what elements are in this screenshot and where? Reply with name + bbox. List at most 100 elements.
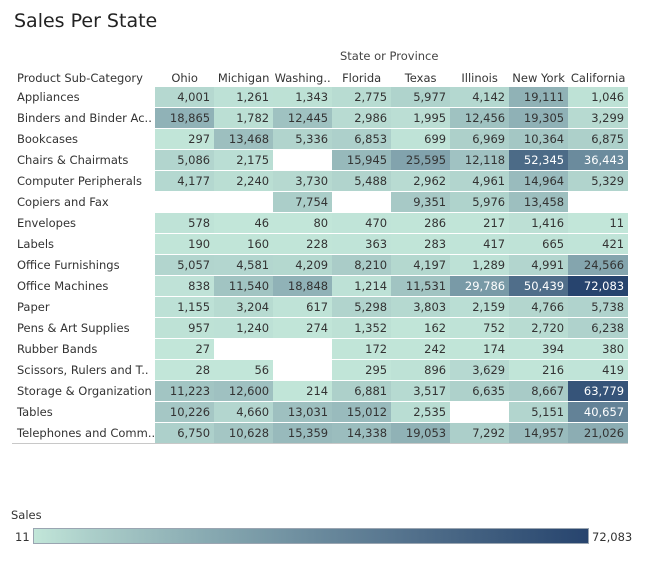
heatmap-cell[interactable]: 665	[509, 233, 569, 255]
heatmap-cell[interactable]: 4,991	[509, 254, 569, 276]
heatmap-cell[interactable]	[332, 191, 392, 213]
heatmap-cell[interactable]: 752	[450, 317, 510, 339]
row-label[interactable]: Pens & Art Supplies	[12, 317, 156, 339]
heatmap-cell[interactable]: 1,343	[273, 87, 333, 108]
heatmap-cell[interactable]: 8,210	[332, 254, 392, 276]
heatmap-cell[interactable]: 50,439	[509, 275, 569, 297]
heatmap-cell[interactable]: 7,292	[450, 422, 510, 444]
heatmap-cell[interactable]: 19,053	[391, 422, 451, 444]
heatmap-cell[interactable]: 217	[450, 212, 510, 234]
row-label[interactable]: Labels	[12, 233, 156, 255]
heatmap-cell[interactable]: 4,660	[214, 401, 274, 423]
heatmap-cell[interactable]: 15,012	[332, 401, 392, 423]
heatmap-cell[interactable]: 13,458	[509, 191, 569, 213]
heatmap-cell[interactable]: 5,488	[332, 170, 392, 192]
heatmap-cell[interactable]: 3,629	[450, 359, 510, 381]
heatmap-cell[interactable]: 2,175	[214, 149, 274, 171]
heatmap-cell[interactable]: 3,299	[568, 107, 629, 129]
heatmap-cell[interactable]: 242	[391, 338, 451, 360]
heatmap-cell[interactable]: 470	[332, 212, 392, 234]
heatmap-cell[interactable]: 15,945	[332, 149, 392, 171]
heatmap-cell[interactable]: 18,865	[155, 107, 215, 129]
row-label[interactable]: Computer Peripherals	[12, 170, 156, 192]
row-label[interactable]: Scissors, Rulers and T..	[12, 359, 156, 381]
heatmap-cell[interactable]: 12,456	[450, 107, 510, 129]
heatmap-cell[interactable]	[155, 191, 215, 213]
heatmap-cell[interactable]: 6,635	[450, 380, 510, 402]
heatmap-cell[interactable]: 1,155	[155, 296, 215, 318]
heatmap-cell[interactable]: 18,848	[273, 275, 333, 297]
row-label[interactable]: Chairs & Chairmats	[12, 149, 156, 171]
heatmap-cell[interactable]: 1,214	[332, 275, 392, 297]
heatmap-cell[interactable]: 25,595	[391, 149, 451, 171]
heatmap-cell[interactable]: 56	[214, 359, 274, 381]
heatmap-cell[interactable]: 24,566	[568, 254, 629, 276]
heatmap-cell[interactable]: 27	[155, 338, 215, 360]
heatmap-cell[interactable]: 172	[332, 338, 392, 360]
heatmap-cell[interactable]: 957	[155, 317, 215, 339]
heatmap-cell[interactable]: 5,976	[450, 191, 510, 213]
heatmap-cell[interactable]: 4,209	[273, 254, 333, 276]
heatmap-cell[interactable]: 3,730	[273, 170, 333, 192]
heatmap-cell[interactable]: 36,443	[568, 149, 629, 171]
heatmap-cell[interactable]: 11,540	[214, 275, 274, 297]
heatmap-cell[interactable]: 1,416	[509, 212, 569, 234]
heatmap-cell[interactable]: 4,766	[509, 296, 569, 318]
heatmap-cell[interactable]: 896	[391, 359, 451, 381]
heatmap-cell[interactable]: 5,336	[273, 128, 333, 150]
heatmap-cell[interactable]	[273, 338, 333, 360]
heatmap-cell[interactable]: 14,338	[332, 422, 392, 444]
row-label[interactable]: Copiers and Fax	[12, 191, 156, 213]
row-label[interactable]: Paper	[12, 296, 156, 318]
heatmap-cell[interactable]: 10,226	[155, 401, 215, 423]
heatmap-cell[interactable]	[450, 401, 510, 423]
row-label[interactable]: Telephones and Comm..	[12, 422, 156, 444]
heatmap-cell[interactable]: 5,151	[509, 401, 569, 423]
heatmap-cell[interactable]: 5,086	[155, 149, 215, 171]
heatmap-cell[interactable]	[214, 338, 274, 360]
heatmap-cell[interactable]: 214	[273, 380, 333, 402]
heatmap-cell[interactable]: 6,853	[332, 128, 392, 150]
heatmap-cell[interactable]: 7,754	[273, 191, 333, 213]
heatmap-cell[interactable]: 283	[391, 233, 451, 255]
heatmap-cell[interactable]: 421	[568, 233, 629, 255]
column-header[interactable]: California	[570, 70, 626, 85]
heatmap-cell[interactable]: 28	[155, 359, 215, 381]
heatmap-cell[interactable]: 11,223	[155, 380, 215, 402]
heatmap-cell[interactable]: 5,298	[332, 296, 392, 318]
heatmap-cell[interactable]: 10,364	[509, 128, 569, 150]
heatmap-cell[interactable]: 12,118	[450, 149, 510, 171]
heatmap-cell[interactable]: 417	[450, 233, 510, 255]
row-header-label[interactable]: Product Sub-Category	[17, 70, 143, 85]
heatmap-cell[interactable]: 190	[155, 233, 215, 255]
heatmap-cell[interactable]: 4,197	[391, 254, 451, 276]
heatmap-cell[interactable]: 40,657	[568, 401, 629, 423]
heatmap-cell[interactable]: 1,240	[214, 317, 274, 339]
heatmap-cell[interactable]: 80	[273, 212, 333, 234]
heatmap-cell[interactable]: 2,962	[391, 170, 451, 192]
heatmap-cell[interactable]: 2,159	[450, 296, 510, 318]
heatmap-cell[interactable]: 19,111	[509, 87, 569, 108]
heatmap-cell[interactable]	[568, 191, 629, 213]
heatmap-cell[interactable]	[273, 359, 333, 381]
heatmap-cell[interactable]: 6,750	[155, 422, 215, 444]
heatmap-cell[interactable]: 52,345	[509, 149, 569, 171]
heatmap-cell[interactable]: 2,986	[332, 107, 392, 129]
heatmap-cell[interactable]: 6,875	[568, 128, 629, 150]
heatmap-cell[interactable]: 838	[155, 275, 215, 297]
heatmap-cell[interactable]: 4,961	[450, 170, 510, 192]
heatmap-cell[interactable]: 13,031	[273, 401, 333, 423]
legend-color-bar[interactable]	[33, 528, 589, 544]
heatmap-cell[interactable]: 46	[214, 212, 274, 234]
heatmap-cell[interactable]: 72,083	[568, 275, 629, 297]
heatmap-cell[interactable]: 5,057	[155, 254, 215, 276]
heatmap-cell[interactable]: 380	[568, 338, 629, 360]
heatmap-cell[interactable]: 5,977	[391, 87, 451, 108]
row-label[interactable]: Bookcases	[12, 128, 156, 150]
heatmap-cell[interactable]: 160	[214, 233, 274, 255]
heatmap-cell[interactable]: 6,969	[450, 128, 510, 150]
heatmap-cell[interactable]: 29,786	[450, 275, 510, 297]
heatmap-cell[interactable]: 4,177	[155, 170, 215, 192]
heatmap-cell[interactable]: 9,351	[391, 191, 451, 213]
heatmap-cell[interactable]: 1,782	[214, 107, 274, 129]
